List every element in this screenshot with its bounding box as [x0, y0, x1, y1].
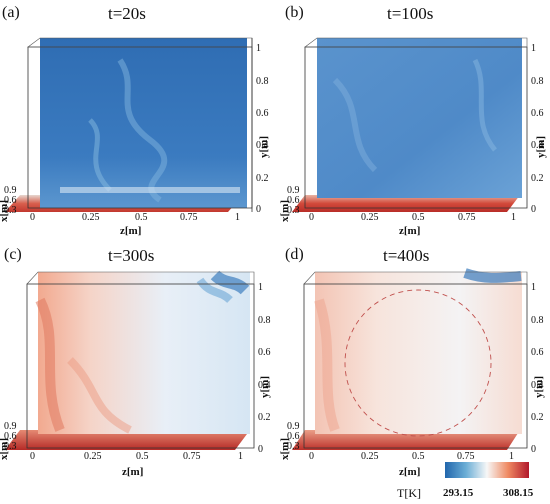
y-tick: 0.2: [256, 173, 269, 184]
z-tick: 0.75: [180, 212, 198, 223]
temperature-field-view: [5, 270, 255, 450]
z-tick: 0.5: [412, 212, 425, 223]
x-tick: 0.3: [287, 205, 300, 216]
y-tick: 1: [531, 282, 536, 293]
panel-label: (a): [2, 4, 20, 21]
colorbar-gradient: [445, 462, 529, 478]
panel-title: t=100s: [387, 4, 434, 23]
y-tick: 0.8: [531, 76, 544, 87]
z-tick: 1: [235, 212, 240, 223]
y-tick: 0.4: [531, 140, 544, 151]
panel-b: (b) t=100s 1 0.8 0.6 0.4 0.2 0 y[m] 0 0.…: [275, 0, 550, 240]
panel-label: (b): [285, 4, 304, 21]
panel-a: (a) t=20s 1 0.8 0.6 0.4 0.2 0 y[m] 0 0.2…: [0, 0, 275, 240]
panel-title: t=400s: [383, 246, 430, 265]
z-tick: 0.5: [135, 212, 148, 223]
x-tick: 0.9: [4, 185, 17, 196]
x-tick: 0.3: [287, 441, 300, 452]
z-axis-label: z[m]: [120, 225, 142, 237]
z-tick: 0.25: [361, 451, 379, 462]
floor-slice: [5, 430, 250, 450]
x-tick: 0.6: [287, 431, 300, 442]
vertical-slice: [315, 272, 522, 434]
x-tick: 0.6: [4, 431, 17, 442]
x-tick: 0.3: [4, 205, 17, 216]
y-axis-label: y[m]: [533, 376, 545, 398]
floor-slice: [292, 430, 520, 450]
z-tick: 0: [30, 212, 35, 223]
vertical-slice: [40, 38, 247, 208]
temperature-field-view: [292, 268, 528, 450]
y-tick: 0.6: [256, 108, 269, 119]
z-tick: 0.75: [183, 451, 201, 462]
y-tick: 1: [256, 43, 261, 54]
y-tick: 1: [258, 282, 263, 293]
x-axis-label: x[m]: [279, 438, 291, 460]
y-tick: 0.8: [531, 315, 544, 326]
panel-d: (d) t=400s 1 0.8 0.6 0.4 0.2 0 y[m] 0 0.…: [275, 240, 550, 504]
y-axis-label: y[m]: [259, 376, 271, 398]
z-tick: 0.75: [457, 451, 475, 462]
y-tick: 0: [531, 204, 536, 215]
z-tick: 0: [309, 451, 314, 462]
y-tick: 0.6: [531, 347, 544, 358]
y-axis-label: y[m]: [258, 136, 270, 158]
z-tick: 1: [238, 451, 243, 462]
z-tick: 1: [509, 451, 514, 462]
colorbar-title: T[K]: [397, 486, 421, 500]
x-axis-label: x[m]: [279, 200, 291, 222]
y-tick: 0.8: [258, 315, 271, 326]
z-tick: 0: [309, 212, 314, 223]
y-tick: 1: [531, 43, 536, 54]
temperature-field-view: [292, 37, 528, 212]
y-tick: 0.2: [531, 173, 544, 184]
z-tick: 1: [511, 212, 516, 223]
y-tick: 0: [531, 444, 536, 455]
y-tick: 0: [258, 444, 263, 455]
colorbar-max-label: 308.15: [503, 487, 534, 499]
temperature-field-view: [5, 37, 253, 212]
panel-title: t=300s: [108, 246, 155, 265]
z-axis-label: z[m]: [399, 466, 421, 478]
y-tick: 0.4: [531, 380, 544, 391]
x-axis-label: x[m]: [0, 200, 10, 222]
z-tick: 0.25: [82, 212, 100, 223]
z-tick: 0.25: [84, 451, 102, 462]
y-tick: 0.2: [258, 412, 271, 423]
y-tick: 0.6: [531, 108, 544, 119]
x-tick: 0.6: [4, 195, 17, 206]
colorbar-min-label: 293.15: [443, 487, 474, 499]
y-tick: 0: [256, 204, 261, 215]
panel-title: t=20s: [108, 4, 146, 23]
z-tick: 0.25: [361, 212, 379, 223]
y-tick: 0.6: [258, 347, 271, 358]
y-tick: 0.4: [258, 380, 271, 391]
panel-label: (c): [4, 246, 22, 263]
panel-label: (d): [285, 246, 304, 263]
x-tick: 0.9: [287, 185, 300, 196]
z-axis-label: z[m]: [122, 466, 144, 478]
z-axis-label: z[m]: [399, 225, 421, 237]
z-tick: 0.5: [136, 451, 149, 462]
z-tick: 0.75: [458, 212, 476, 223]
y-tick: 0.4: [256, 140, 269, 151]
x-tick: 0.6: [287, 195, 300, 206]
vertical-slice: [38, 272, 250, 434]
x-tick: 0.3: [4, 441, 17, 452]
z-tick: 0: [30, 451, 35, 462]
colorbar: [445, 462, 529, 478]
y-tick: 0.2: [531, 412, 544, 423]
x-tick: 0.9: [287, 421, 300, 432]
y-axis-label: y[m]: [535, 136, 547, 158]
vertical-slice: [317, 38, 522, 198]
x-tick: 0.9: [4, 421, 17, 432]
z-tick: 0.5: [412, 451, 425, 462]
panel-c: (c) t=300s 1 0.8 0.6 0.4 0.2 0 y[m] 0 0.…: [0, 240, 275, 504]
y-tick: 0.8: [256, 76, 269, 87]
vortex-circle: [344, 289, 492, 437]
x-axis-label: x[m]: [0, 438, 10, 460]
